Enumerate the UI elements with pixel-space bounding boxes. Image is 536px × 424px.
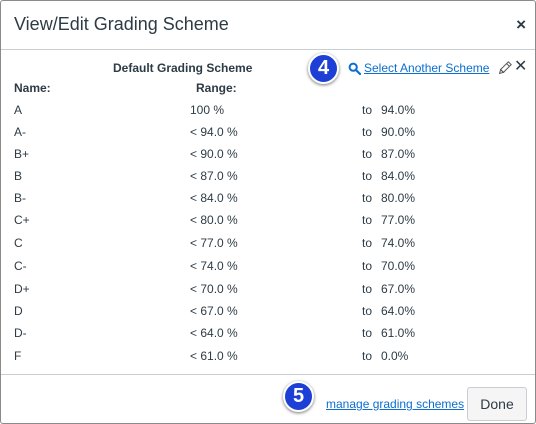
grade-to: to <box>362 349 373 363</box>
done-button[interactable]: Done <box>467 387 527 421</box>
select-another-scheme-label: Select Another Scheme <box>364 61 490 75</box>
table-row: A 100 % to 94.0% <box>1 103 535 123</box>
grade-to: to <box>362 103 373 117</box>
grade-name: D <box>14 304 23 318</box>
grade-name: B- <box>14 191 26 205</box>
grade-name: A- <box>14 125 26 139</box>
table-row: A- < 94.0 % to 90.0% <box>1 125 535 145</box>
grade-min: < 64.0 % <box>190 326 238 340</box>
select-another-scheme-link[interactable]: Select Another Scheme <box>348 61 489 75</box>
dialog-footer: manage grading schemes Done <box>1 374 535 423</box>
dialog-title: View/Edit Grading Scheme <box>14 14 229 34</box>
scheme-title: Default Grading Scheme <box>113 61 253 75</box>
grade-max: 61.0% <box>381 326 416 340</box>
grade-max: 94.0% <box>381 103 416 117</box>
grade-max: 64.0% <box>381 304 416 318</box>
grade-min: < 70.0 % <box>190 282 238 296</box>
grade-name: C- <box>14 259 27 273</box>
grade-to: to <box>362 236 373 250</box>
table-row: C+ < 80.0 % to 77.0% <box>1 213 535 233</box>
grade-to: to <box>362 326 373 340</box>
grade-name: C <box>14 236 23 250</box>
close-icon[interactable]: ✕ <box>514 58 528 75</box>
grade-to: to <box>362 147 373 161</box>
grade-min: < 94.0 % <box>190 125 238 139</box>
grade-name: B+ <box>14 147 30 161</box>
grade-name: A <box>14 103 23 117</box>
table-row: C < 77.0 % to 74.0% <box>1 236 535 256</box>
grade-to: to <box>362 125 373 139</box>
grade-min: < 84.0 % <box>190 191 238 205</box>
grade-name: B <box>14 169 23 183</box>
grade-min: < 67.0 % <box>190 304 238 318</box>
grade-max: 0.0% <box>381 349 409 363</box>
grade-name: D+ <box>14 282 30 296</box>
dialog-titlebar: View/Edit Grading Scheme × <box>1 1 535 50</box>
grade-max: 80.0% <box>381 191 416 205</box>
manage-grading-schemes-link[interactable]: manage grading schemes <box>326 397 465 411</box>
grade-to: to <box>362 304 373 318</box>
table-row: D- < 64.0 % to 61.0% <box>1 326 535 346</box>
grade-name: F <box>14 349 22 363</box>
table-row: B+ < 90.0 % to 87.0% <box>1 147 535 167</box>
grade-name: C+ <box>14 213 30 227</box>
grade-min: < 87.0 % <box>190 169 238 183</box>
grade-max: 67.0% <box>381 282 416 296</box>
grade-to: to <box>362 191 373 205</box>
grade-min: < 74.0 % <box>190 259 238 273</box>
dialog-close-button[interactable]: × <box>516 15 526 34</box>
grade-max: 77.0% <box>381 213 416 227</box>
grade-min: < 77.0 % <box>190 236 238 250</box>
step-callout-5: 5 <box>283 381 314 412</box>
table-row: B < 87.0 % to 84.0% <box>1 169 535 189</box>
range-column-header: Range: <box>196 81 237 95</box>
grade-to: to <box>362 169 373 183</box>
grade-to: to <box>362 259 373 273</box>
grade-max: 84.0% <box>381 169 416 183</box>
grade-max: 87.0% <box>381 147 416 161</box>
grade-min: < 61.0 % <box>190 349 238 363</box>
table-row: D < 67.0 % to 64.0% <box>1 304 535 324</box>
grade-to: to <box>362 213 373 227</box>
grade-min: < 80.0 % <box>190 213 238 227</box>
pencil-icon[interactable] <box>497 61 512 76</box>
table-row: F < 61.0 % to 0.0% <box>1 349 535 369</box>
grade-min: 100 % <box>190 103 225 117</box>
grade-max: 74.0% <box>381 236 416 250</box>
table-row: B- < 84.0 % to 80.0% <box>1 191 535 211</box>
grade-max: 70.0% <box>381 259 416 273</box>
grade-max: 90.0% <box>381 125 416 139</box>
grade-name: D- <box>14 326 27 340</box>
table-row: C- < 74.0 % to 70.0% <box>1 259 535 279</box>
step-callout-4: 4 <box>308 53 339 84</box>
table-row: D+ < 70.0 % to 67.0% <box>1 282 535 302</box>
grade-min: < 90.0 % <box>190 147 238 161</box>
grade-to: to <box>362 282 373 296</box>
search-icon <box>348 62 361 75</box>
name-column-header: Name: <box>14 81 51 95</box>
